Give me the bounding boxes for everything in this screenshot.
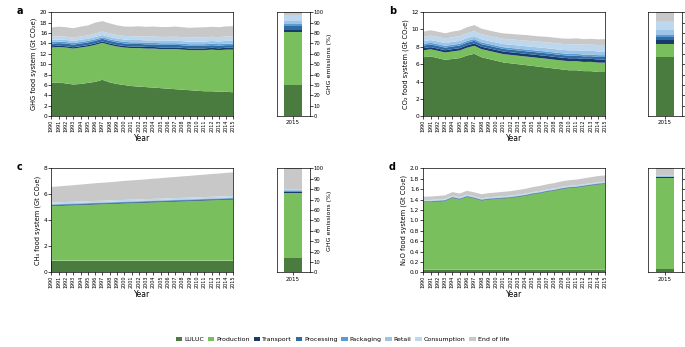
Bar <box>284 26 302 29</box>
Bar <box>656 40 674 44</box>
Y-axis label: GHG emissions (%): GHG emissions (%) <box>327 190 332 251</box>
Text: b: b <box>388 6 396 16</box>
Bar <box>656 35 674 37</box>
Bar <box>656 178 674 269</box>
Bar <box>284 12 302 16</box>
Bar <box>656 21 674 29</box>
Text: c: c <box>16 162 23 172</box>
Y-axis label: CH₄ food system (Gt CO₂e): CH₄ food system (Gt CO₂e) <box>34 176 40 265</box>
Bar <box>656 269 674 272</box>
X-axis label: Year: Year <box>134 290 151 299</box>
Y-axis label: CO₂ food system (Gt CO₂e): CO₂ food system (Gt CO₂e) <box>403 19 409 109</box>
Bar <box>284 21 302 24</box>
Bar <box>656 57 674 116</box>
Bar <box>284 85 302 116</box>
Bar <box>656 168 674 175</box>
Bar <box>656 175 674 176</box>
Bar <box>656 177 674 178</box>
Y-axis label: GHG food system (Gt CO₂e): GHG food system (Gt CO₂e) <box>30 18 37 110</box>
Bar <box>284 32 302 85</box>
Bar <box>284 189 302 191</box>
Y-axis label: GHG emissions (%): GHG emissions (%) <box>327 34 332 94</box>
Bar <box>656 37 674 40</box>
Bar <box>284 24 302 26</box>
Text: d: d <box>388 162 396 172</box>
Bar <box>284 258 302 272</box>
Bar <box>656 29 674 35</box>
Bar <box>656 44 674 57</box>
Bar <box>284 168 302 189</box>
Bar <box>284 16 302 21</box>
Bar <box>284 29 302 32</box>
Bar <box>284 192 302 193</box>
Bar <box>656 176 674 177</box>
Bar <box>284 193 302 258</box>
X-axis label: Year: Year <box>506 290 523 299</box>
Legend: LULUC, Production, Transport, Processing, Packaging, Retail, Consumption, End of: LULUC, Production, Transport, Processing… <box>176 337 509 342</box>
X-axis label: Year: Year <box>506 134 523 143</box>
Text: a: a <box>16 6 23 16</box>
Bar <box>656 12 674 21</box>
Y-axis label: N₂O food system (Gt CO₂e): N₂O food system (Gt CO₂e) <box>401 175 407 265</box>
X-axis label: Year: Year <box>134 134 151 143</box>
